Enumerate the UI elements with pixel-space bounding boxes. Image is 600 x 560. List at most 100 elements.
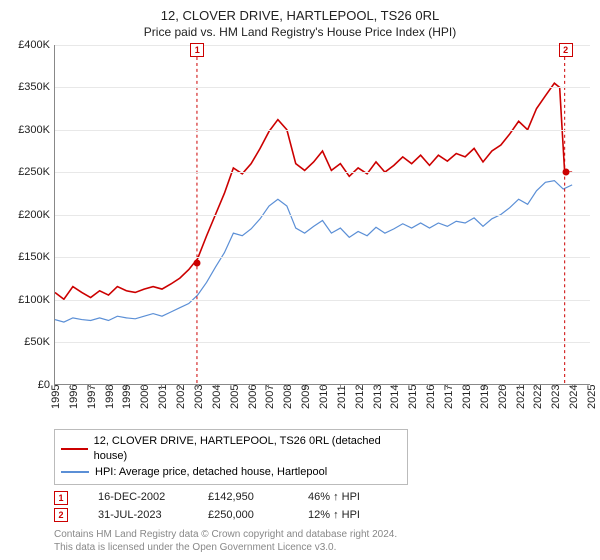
x-tick <box>340 385 341 389</box>
transaction-price: £142,950 <box>208 489 278 507</box>
x-axis-label: 2005 <box>229 384 241 408</box>
chart-area: £0£50K£100K£150K£200K£250K£300K£350K£400… <box>10 45 590 425</box>
gridline <box>55 172 590 173</box>
x-axis-label: 2016 <box>425 384 437 408</box>
x-axis-label: 1996 <box>68 384 80 408</box>
y-axis-label: £350K <box>18 81 50 93</box>
transaction-marker-2: 2 <box>54 508 68 522</box>
y-axis: £0£50K£100K£150K£200K£250K£300K£350K£400… <box>10 45 54 385</box>
x-axis-label: 2003 <box>193 384 205 408</box>
x-tick <box>572 385 573 389</box>
transaction-table: 1 16-DEC-2002 £142,950 46% ↑ HPI 2 31-JU… <box>54 489 590 524</box>
transaction-pct: 46% ↑ HPI <box>308 489 388 507</box>
x-tick <box>483 385 484 389</box>
y-axis-label: £300K <box>18 124 50 136</box>
x-tick <box>393 385 394 389</box>
table-row: 2 31-JUL-2023 £250,000 12% ↑ HPI <box>54 507 590 525</box>
x-tick <box>304 385 305 389</box>
legend-label-property: 12, CLOVER DRIVE, HARTLEPOOL, TS26 0RL (… <box>94 434 401 465</box>
x-axis-label: 2022 <box>532 384 544 408</box>
x-axis-label: 2006 <box>247 384 259 408</box>
gridline <box>55 130 590 131</box>
x-axis-label: 2002 <box>175 384 187 408</box>
transaction-pct: 12% ↑ HPI <box>308 507 388 525</box>
transaction-dot <box>562 169 569 176</box>
x-tick <box>108 385 109 389</box>
x-axis-label: 2019 <box>479 384 491 408</box>
x-axis-label: 2017 <box>443 384 455 408</box>
plot-area: 12 <box>54 45 590 385</box>
x-tick <box>143 385 144 389</box>
x-axis-label: 2004 <box>211 384 223 408</box>
transaction-marker-box: 1 <box>190 43 204 57</box>
x-tick <box>519 385 520 389</box>
gridline <box>55 45 590 46</box>
x-tick <box>90 385 91 389</box>
y-axis-label: £100K <box>18 294 50 306</box>
gridline <box>55 257 590 258</box>
x-tick <box>251 385 252 389</box>
y-axis-label: £0 <box>38 379 50 391</box>
x-axis-label: 2010 <box>318 384 330 408</box>
transaction-price: £250,000 <box>208 507 278 525</box>
x-tick <box>54 385 55 389</box>
x-tick <box>286 385 287 389</box>
x-tick <box>233 385 234 389</box>
x-axis-label: 1997 <box>86 384 98 408</box>
y-axis-label: £50K <box>24 336 50 348</box>
transaction-date: 16-DEC-2002 <box>98 489 178 507</box>
x-axis-label: 2001 <box>157 384 169 408</box>
x-tick <box>358 385 359 389</box>
x-tick <box>161 385 162 389</box>
footer-line: This data is licensed under the Open Gov… <box>54 541 590 554</box>
x-tick <box>215 385 216 389</box>
x-axis-label: 2009 <box>300 384 312 408</box>
x-axis-label: 2018 <box>461 384 473 408</box>
x-axis-label: 2024 <box>568 384 580 408</box>
x-tick <box>536 385 537 389</box>
x-axis: 1995199619971998199920002001200220032004… <box>54 385 590 425</box>
x-axis-label: 2013 <box>372 384 384 408</box>
gridline <box>55 342 590 343</box>
x-tick <box>268 385 269 389</box>
x-axis-label: 2000 <box>139 384 151 408</box>
y-axis-label: £400K <box>18 39 50 51</box>
transaction-marker-box: 2 <box>559 43 573 57</box>
x-axis-label: 2014 <box>389 384 401 408</box>
gridline <box>55 300 590 301</box>
x-axis-label: 2011 <box>336 385 348 409</box>
y-axis-label: £200K <box>18 209 50 221</box>
legend: 12, CLOVER DRIVE, HARTLEPOOL, TS26 0RL (… <box>54 429 408 485</box>
x-tick <box>411 385 412 389</box>
gridline <box>55 87 590 88</box>
transaction-dot <box>194 260 201 267</box>
x-axis-label: 2012 <box>354 384 366 408</box>
footer-attribution: Contains HM Land Registry data © Crown c… <box>54 528 590 554</box>
legend-swatch-hpi <box>61 471 89 473</box>
legend-item-property: 12, CLOVER DRIVE, HARTLEPOOL, TS26 0RL (… <box>61 434 401 465</box>
x-axis-label: 1995 <box>50 384 62 408</box>
x-axis-label: 2020 <box>497 384 509 408</box>
x-tick <box>590 385 591 389</box>
gridline <box>55 215 590 216</box>
series-property <box>55 83 572 299</box>
transaction-marker-1: 1 <box>54 491 68 505</box>
x-axis-label: 1998 <box>104 384 116 408</box>
x-axis-label: 2021 <box>515 384 527 408</box>
x-axis-label: 2007 <box>264 384 276 408</box>
x-tick <box>179 385 180 389</box>
x-tick <box>465 385 466 389</box>
table-row: 1 16-DEC-2002 £142,950 46% ↑ HPI <box>54 489 590 507</box>
x-axis-label: 2023 <box>550 384 562 408</box>
transaction-date: 31-JUL-2023 <box>98 507 178 525</box>
x-axis-label: 1999 <box>121 384 133 408</box>
legend-swatch-property <box>61 448 88 450</box>
y-axis-label: £150K <box>18 251 50 263</box>
x-tick <box>376 385 377 389</box>
x-tick <box>125 385 126 389</box>
x-tick <box>447 385 448 389</box>
legend-item-hpi: HPI: Average price, detached house, Hart… <box>61 465 401 480</box>
x-tick <box>501 385 502 389</box>
x-axis-label: 2008 <box>282 384 294 408</box>
x-tick <box>72 385 73 389</box>
